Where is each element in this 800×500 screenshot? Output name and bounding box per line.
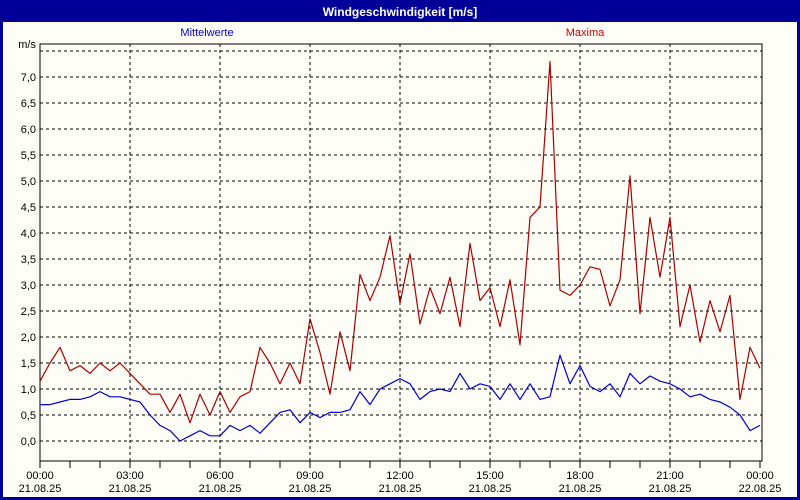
x-tick-label-time: 06:00 xyxy=(206,470,234,482)
x-tick-label-date: 21.08.25 xyxy=(289,483,332,495)
y-tick-label: 7,0 xyxy=(21,72,36,84)
x-tick-label-date: 21.08.25 xyxy=(469,483,512,495)
x-tick-label-time: 15:00 xyxy=(476,470,504,482)
y-tick-label: 2,5 xyxy=(21,306,36,318)
y-tick-label: 6,5 xyxy=(21,98,36,110)
x-tick-label-time: 03:00 xyxy=(116,470,144,482)
y-tick-label: 2,0 xyxy=(21,332,36,344)
x-tick-label-time: 21:00 xyxy=(656,470,684,482)
series-line-maxima xyxy=(39,60,761,424)
y-tick-label: 5,0 xyxy=(21,176,36,188)
y-axis-unit-label: m/s xyxy=(18,39,36,51)
y-tick-label: 1,0 xyxy=(21,384,36,396)
x-tick-label-date: 22.08.25 xyxy=(739,483,782,495)
x-tick-label-date: 21.08.25 xyxy=(379,483,422,495)
x-tick-label-date: 21.08.25 xyxy=(559,483,602,495)
chart-canvas: Windgeschwindigkeit [m/s] Mittelwerte Ma… xyxy=(3,3,797,497)
x-tick-label-time: 12:00 xyxy=(386,470,414,482)
x-tick-label-date: 21.08.25 xyxy=(109,483,152,495)
x-tick-label-date: 21.08.25 xyxy=(649,483,692,495)
x-tick-label-date: 21.08.25 xyxy=(199,483,242,495)
y-tick-label: 4,5 xyxy=(21,202,36,214)
wind-speed-chart: 0,0 0,5 1,0 1,5 2,0 2,5 3,0 3,5 4,0 4,5 5,0 5,5 6,0 6… xyxy=(18,39,782,495)
y-tick-label: 3,5 xyxy=(21,254,36,266)
legend-maxima: Maxima xyxy=(565,27,605,39)
x-tick-label-time: 09:00 xyxy=(296,470,324,482)
x-tick-label-time: 00:00 xyxy=(746,470,774,482)
y-tick-label: 0,5 xyxy=(21,410,36,422)
title-bar: Windgeschwindigkeit [m/s] xyxy=(3,3,797,22)
y-tick-label: 1,5 xyxy=(21,358,36,370)
y-tick-label: 6,0 xyxy=(21,124,36,136)
y-tick-label: 3,0 xyxy=(21,280,36,292)
y-tick-label: 5,5 xyxy=(21,150,36,162)
series-line-mittelwerte xyxy=(40,354,761,442)
x-tick-label-time: 00:00 xyxy=(26,470,54,482)
x-tick-label-time: 18:00 xyxy=(566,470,594,482)
x-tick-label-date: 21.08.25 xyxy=(19,483,62,495)
chart-title: Windgeschwindigkeit [m/s] xyxy=(322,5,478,19)
y-tick-label: 4,0 xyxy=(21,228,36,240)
legend-mittelwerte: Mittelwerte xyxy=(180,27,234,39)
plot-border xyxy=(39,43,763,462)
y-tick-label: 0,0 xyxy=(21,436,36,448)
